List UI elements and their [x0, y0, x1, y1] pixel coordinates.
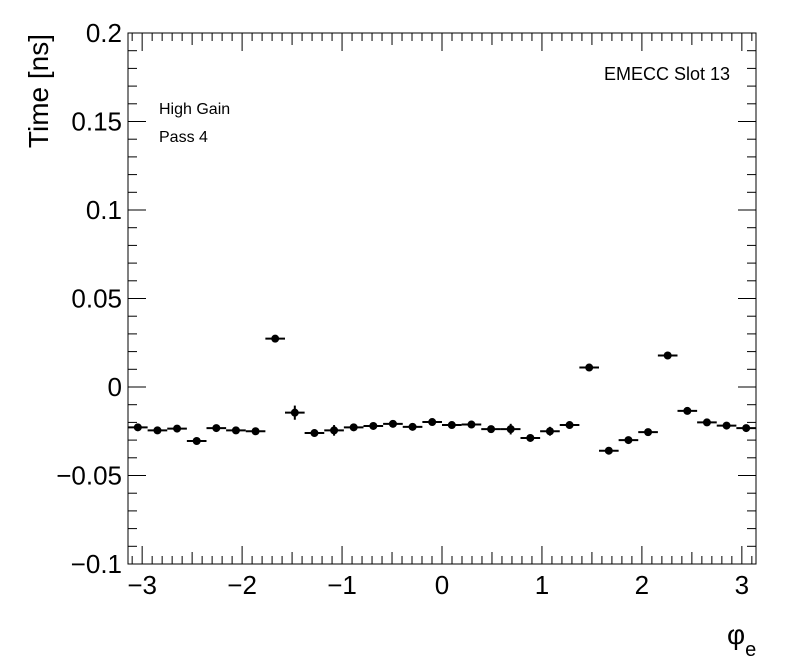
data-point	[481, 425, 501, 434]
data-point	[677, 406, 698, 415]
x-axis-title-symbol: φ	[727, 619, 745, 650]
annotation-pass: Pass 4	[159, 129, 208, 146]
x-tick-label: 3	[735, 570, 749, 600]
data-point	[226, 426, 246, 435]
data-point	[422, 418, 442, 427]
data-point	[363, 421, 384, 430]
marker	[310, 429, 319, 438]
annotation-slot: EMECC Slot 13	[604, 64, 730, 84]
data-point	[540, 426, 560, 436]
data-point	[559, 421, 580, 430]
x-axis-ticks	[131, 33, 753, 564]
data-point	[343, 423, 364, 432]
data-point	[304, 429, 325, 438]
data-point	[716, 421, 737, 430]
marker	[604, 446, 613, 455]
marker	[467, 420, 476, 429]
marker	[742, 424, 751, 433]
marker	[192, 436, 201, 445]
marker	[330, 426, 339, 435]
data-point	[206, 424, 227, 433]
data-point	[500, 423, 521, 435]
data-points	[128, 334, 756, 455]
marker	[271, 334, 280, 343]
marker	[153, 426, 162, 435]
data-point	[520, 433, 541, 442]
marker	[408, 422, 417, 431]
data-point	[461, 420, 482, 429]
x-tick-label: 2	[635, 570, 649, 600]
marker	[506, 425, 515, 434]
data-point	[618, 436, 639, 445]
marker	[447, 421, 456, 430]
marker	[545, 427, 554, 436]
data-point	[579, 363, 599, 372]
marker	[722, 421, 731, 430]
x-axis-title-subscript: e	[745, 639, 756, 661]
data-point	[697, 418, 717, 427]
marker	[526, 433, 535, 442]
data-point	[147, 426, 168, 435]
data-point	[245, 427, 266, 436]
x-tick-label: 0	[435, 570, 449, 600]
marker	[702, 418, 711, 427]
marker	[369, 421, 378, 430]
marker	[663, 351, 672, 360]
x-axis-title: φe	[727, 619, 756, 661]
y-axis-tick-labels: −0.1 −0.05 0 0.05 0.1 0.15 0.2	[56, 18, 122, 579]
data-point	[657, 351, 678, 360]
data-point	[638, 428, 658, 437]
y-tick-label: 0.05	[71, 284, 122, 314]
x-tick-label: −1	[327, 570, 357, 600]
y-axis-ticks	[128, 32, 756, 565]
data-point	[736, 424, 756, 433]
marker	[133, 423, 142, 432]
marker	[565, 421, 574, 430]
data-point	[265, 334, 285, 343]
marker	[624, 436, 633, 445]
data-point	[402, 422, 423, 431]
data-point	[285, 405, 305, 420]
data-point	[128, 423, 148, 432]
data-point	[442, 421, 462, 430]
marker	[644, 428, 653, 437]
y-tick-label: −0.1	[71, 549, 122, 579]
x-tick-label: −3	[127, 570, 157, 600]
marker	[251, 427, 260, 436]
x-tick-label: −2	[227, 570, 257, 600]
marker	[428, 418, 437, 427]
marker	[212, 424, 221, 433]
data-point	[324, 425, 344, 436]
y-tick-label: 0	[108, 372, 122, 402]
marker	[231, 426, 240, 435]
marker	[349, 423, 358, 432]
marker	[487, 425, 496, 434]
data-point	[167, 424, 187, 433]
data-point	[186, 436, 207, 445]
marker	[290, 408, 299, 417]
y-tick-label: 0.1	[86, 195, 122, 225]
data-point	[599, 446, 619, 455]
data-point	[383, 419, 403, 428]
marker	[388, 419, 397, 428]
marker	[683, 406, 692, 415]
annotation-gain: High Gain	[159, 101, 230, 118]
marker	[585, 363, 594, 372]
marker	[173, 424, 182, 433]
y-axis-title: Time [ns]	[23, 34, 54, 148]
y-tick-label: −0.05	[56, 461, 122, 491]
x-axis-tick-labels: −3 −2 −1 0 1 2 3	[127, 570, 749, 600]
y-tick-label: 0.15	[71, 107, 122, 137]
y-tick-label: 0.2	[86, 18, 122, 48]
x-tick-label: 1	[535, 570, 549, 600]
